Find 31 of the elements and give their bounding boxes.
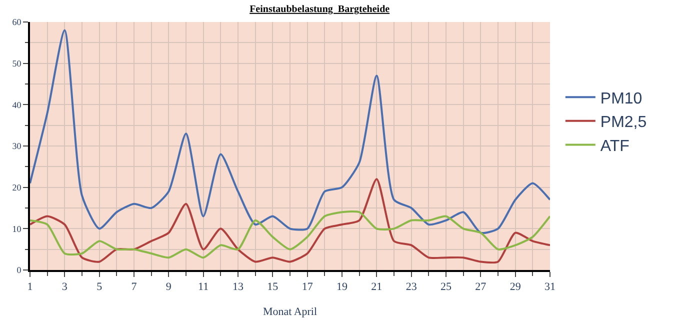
x-tick-label: 7: [131, 281, 138, 294]
x-tick-label: 25: [440, 281, 452, 294]
x-tick-label: 11: [198, 281, 209, 294]
x-tick-label: 23: [406, 281, 418, 294]
line-series: [30, 210, 550, 259]
line-series: [30, 29, 550, 234]
y-tick-label: 20: [12, 182, 22, 192]
x-tick-label: 27: [475, 281, 487, 294]
chart-title: Feinstaubbelastung Bargteheide: [250, 4, 390, 15]
x-tick-label: 13: [232, 281, 244, 294]
x-tick-label: 29: [510, 281, 522, 294]
y-tick-label: 10: [12, 224, 22, 234]
x-tick-label: 21: [371, 281, 382, 294]
x-tick-label: 19: [336, 281, 348, 294]
x-tick-label: 1: [27, 281, 33, 294]
line-series: [30, 178, 550, 264]
y-tick-label: 30: [12, 141, 22, 152]
x-tick-label: 15: [267, 281, 279, 294]
legend-label: ATF: [600, 138, 630, 155]
y-tick-label: 60: [12, 17, 22, 28]
y-tick-label: 50: [12, 58, 22, 68]
legend-label: PM10: [600, 90, 642, 108]
x-tick-label: 31: [544, 281, 556, 294]
x-tick-label: 5: [96, 281, 103, 294]
x-tick-label: 17: [302, 281, 314, 294]
y-tick-label: 0: [16, 265, 22, 276]
legend-label: PM2,5: [600, 114, 647, 132]
x-axis-title: Monat April: [262, 306, 318, 318]
y-tick-label: 40: [12, 100, 22, 110]
x-tick-label: 3: [62, 281, 68, 294]
x-tick-label: 9: [166, 281, 172, 294]
